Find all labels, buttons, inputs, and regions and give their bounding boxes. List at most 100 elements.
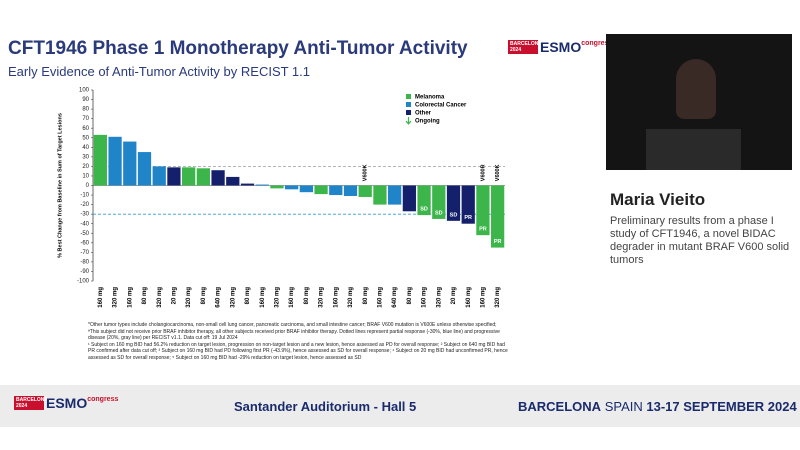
bar <box>182 167 196 186</box>
bar <box>343 185 358 197</box>
chart: -100-90-80-70-60-50-40-30-20-10010203040… <box>57 88 505 308</box>
slide-subtitle: Early Evidence of Anti-Tumor Activity by… <box>8 64 311 79</box>
x-tick-label: 160 mg <box>289 287 295 308</box>
x-tick-label: 160 mg <box>466 287 472 308</box>
city: BARCELONA <box>518 399 602 414</box>
y-tick-label: -60 <box>80 240 89 246</box>
bar <box>358 185 372 197</box>
x-tick-label: 320 mg <box>275 287 281 308</box>
footnote: *Other tumor types include cholangiocarc… <box>88 322 500 341</box>
y-tick-label: 40 <box>82 145 89 151</box>
bar-label: PR <box>494 239 502 245</box>
legend-label: Melanoma <box>415 95 445 101</box>
bar <box>446 185 461 221</box>
bar <box>314 185 328 195</box>
x-tick-label: 160 mg <box>481 287 487 308</box>
bar <box>137 152 152 186</box>
y-tick-label: -90 <box>80 269 89 275</box>
speaker-figure <box>676 59 716 119</box>
y-tick-label: 30 <box>82 154 89 160</box>
x-tick-label: 80 mg <box>142 287 148 305</box>
bar <box>152 166 166 186</box>
legend-label: Ongoing <box>415 119 440 125</box>
x-tick-label: 320 mg <box>495 287 501 308</box>
x-tick-label: 160 mg <box>127 287 133 308</box>
y-tick-label: 100 <box>79 88 90 94</box>
y-tick-label: 10 <box>82 174 89 180</box>
x-tick-label: 20 mg <box>172 287 178 305</box>
x-tick-label: 320 mg <box>230 287 236 308</box>
x-tick-label: 320 mg <box>186 287 192 308</box>
legend-label: Other <box>415 111 432 117</box>
logo-city: BARCELONA 2024 <box>14 396 48 410</box>
bar <box>255 184 269 186</box>
logo: BARCELONA 2024 ESMO congress <box>508 40 612 54</box>
speaker-description: Preliminary results from a phase I study… <box>610 215 790 266</box>
bar <box>402 185 416 212</box>
legend-label: Colorectal Cancer <box>415 103 467 109</box>
x-tick-label: 320 mg <box>348 287 354 308</box>
bar <box>226 176 240 186</box>
bar-label: PR <box>479 227 487 233</box>
bar <box>211 170 225 186</box>
x-tick-label: 320 mg <box>157 287 163 308</box>
bar <box>93 134 107 186</box>
bar <box>388 185 402 205</box>
y-tick-label: -30 <box>80 212 89 218</box>
logo: BARCELONA 2024 ESMO congress <box>14 396 118 410</box>
x-tick-label: 640 mg <box>216 287 222 308</box>
y-tick-label: -70 <box>80 250 89 256</box>
bar <box>240 183 255 186</box>
bar <box>167 167 181 186</box>
logo-brand: ESMO <box>540 39 582 55</box>
bar <box>373 185 387 205</box>
x-tick-label: 160 mg <box>422 287 428 308</box>
x-tick-label: 80 mg <box>363 287 369 305</box>
x-tick-label: 640 mg <box>392 287 398 308</box>
footnotes: *Other tumor types include cholangiocarc… <box>88 322 508 361</box>
y-tick-label: 20 <box>82 164 89 170</box>
x-tick-label: 80 mg <box>407 287 413 305</box>
y-tick-label: -10 <box>80 193 89 199</box>
y-tick-label: -50 <box>80 231 89 237</box>
bar-label: SD <box>450 212 458 218</box>
x-tick-label: 160 mg <box>98 287 104 308</box>
legend-swatch <box>406 102 411 107</box>
y-tick-label: -80 <box>80 259 89 265</box>
location: BARCELONA SPAIN 13-17 SEPTEMBER 2024 <box>518 399 797 414</box>
x-tick-label: 160 mg <box>333 287 339 308</box>
y-tick-label: 70 <box>82 116 89 122</box>
variant-label: V600K <box>363 164 369 181</box>
logo-brand: ESMO <box>46 395 88 411</box>
slide-title: CFT1946 Phase 1 Monotherapy Anti-Tumor A… <box>8 38 468 59</box>
dates: 13-17 SEPTEMBER 2024 <box>646 399 797 414</box>
y-tick-label: -40 <box>80 221 89 227</box>
podium <box>646 129 741 170</box>
bar-label: SD <box>435 210 443 216</box>
legend-swatch <box>406 94 411 99</box>
x-tick-label: 80 mg <box>304 287 310 305</box>
bar <box>270 185 284 189</box>
speaker-video <box>606 34 792 170</box>
footer-bar <box>0 385 800 427</box>
venue: Santander Auditorium - Hall 5 <box>234 399 417 414</box>
variant-label: V600R <box>480 164 486 181</box>
logo-city: BARCELONA 2024 <box>508 40 542 54</box>
variant-label: V600K <box>495 164 501 181</box>
x-tick-label: 160 mg <box>378 287 384 308</box>
y-axis-label: % Best Change from Baseline in Sum of Ta… <box>57 113 63 258</box>
y-tick-label: -100 <box>77 279 90 285</box>
bar <box>432 185 446 219</box>
bar <box>491 185 505 248</box>
speaker-name: Maria Vieito <box>610 190 706 209</box>
x-tick-label: 160 mg <box>260 287 266 308</box>
legend-swatch <box>406 110 411 115</box>
logo-word: congress <box>87 396 119 403</box>
y-tick-label: 0 <box>86 183 90 189</box>
bar <box>108 136 122 186</box>
bar-label: SD <box>420 207 428 213</box>
bar <box>329 185 343 196</box>
x-tick-label: 320 mg <box>319 287 325 308</box>
x-tick-label: 320 mg <box>113 287 119 308</box>
bar <box>196 168 210 186</box>
